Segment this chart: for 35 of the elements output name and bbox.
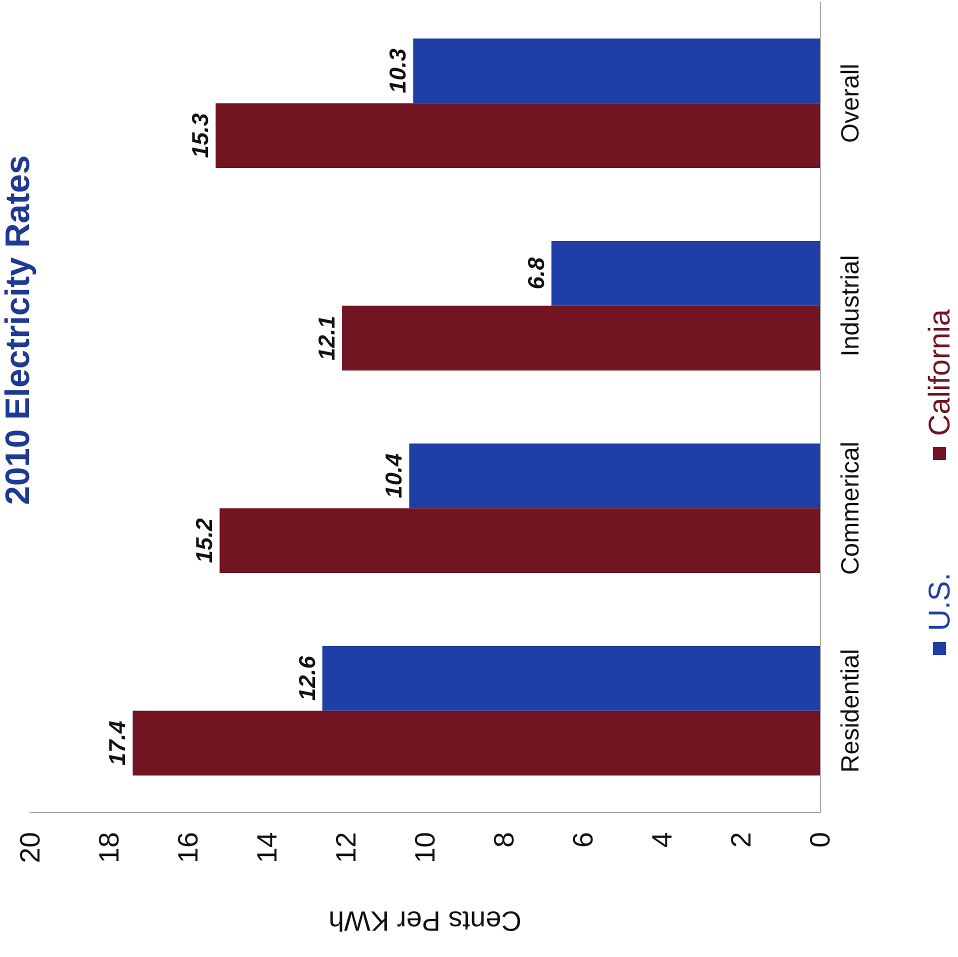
x-axis-title: Cents Per KWh [328, 906, 522, 936]
x-tick-label: 8 [488, 832, 520, 848]
x-tick-label: 10 [410, 832, 440, 864]
text: California [924, 308, 956, 436]
bar [551, 240, 820, 306]
y-tick-label: Residential [836, 648, 864, 773]
x-tick-label: 18 [94, 832, 124, 864]
x-tick-label: 2 [726, 832, 756, 848]
x-tick-label: 0 [804, 832, 836, 848]
x-tick-label: 6 [568, 832, 598, 848]
x-tick-label: 4 [646, 832, 678, 848]
bar [220, 508, 820, 574]
data-label: 17.4 [104, 720, 130, 766]
x-tick-label: 12 [330, 832, 362, 864]
data-label: 10.3 [384, 48, 411, 94]
x-tick-label: 16 [172, 832, 204, 864]
text: 2010 Electricity Rates [0, 155, 37, 505]
y-tick-label: Overall [836, 64, 864, 143]
bar [409, 443, 820, 508]
data-label: 12.1 [314, 316, 340, 361]
y-tick-label: Industrial [836, 255, 864, 356]
bar [342, 306, 820, 371]
data-label: 10.4 [380, 453, 407, 498]
data-label: 12.6 [294, 656, 320, 701]
text: U.S. [924, 572, 956, 631]
bar [132, 710, 820, 776]
bar [413, 38, 820, 104]
y-tick-label: Commerical [836, 442, 864, 575]
x-tick-label: 20 [14, 832, 46, 864]
data-label: 15.3 [187, 113, 214, 158]
bar [216, 103, 820, 168]
x-tick-label: 14 [252, 832, 282, 864]
data-label: 6.8 [522, 257, 549, 290]
bar [322, 646, 820, 711]
data-label: 15.2 [191, 518, 218, 564]
